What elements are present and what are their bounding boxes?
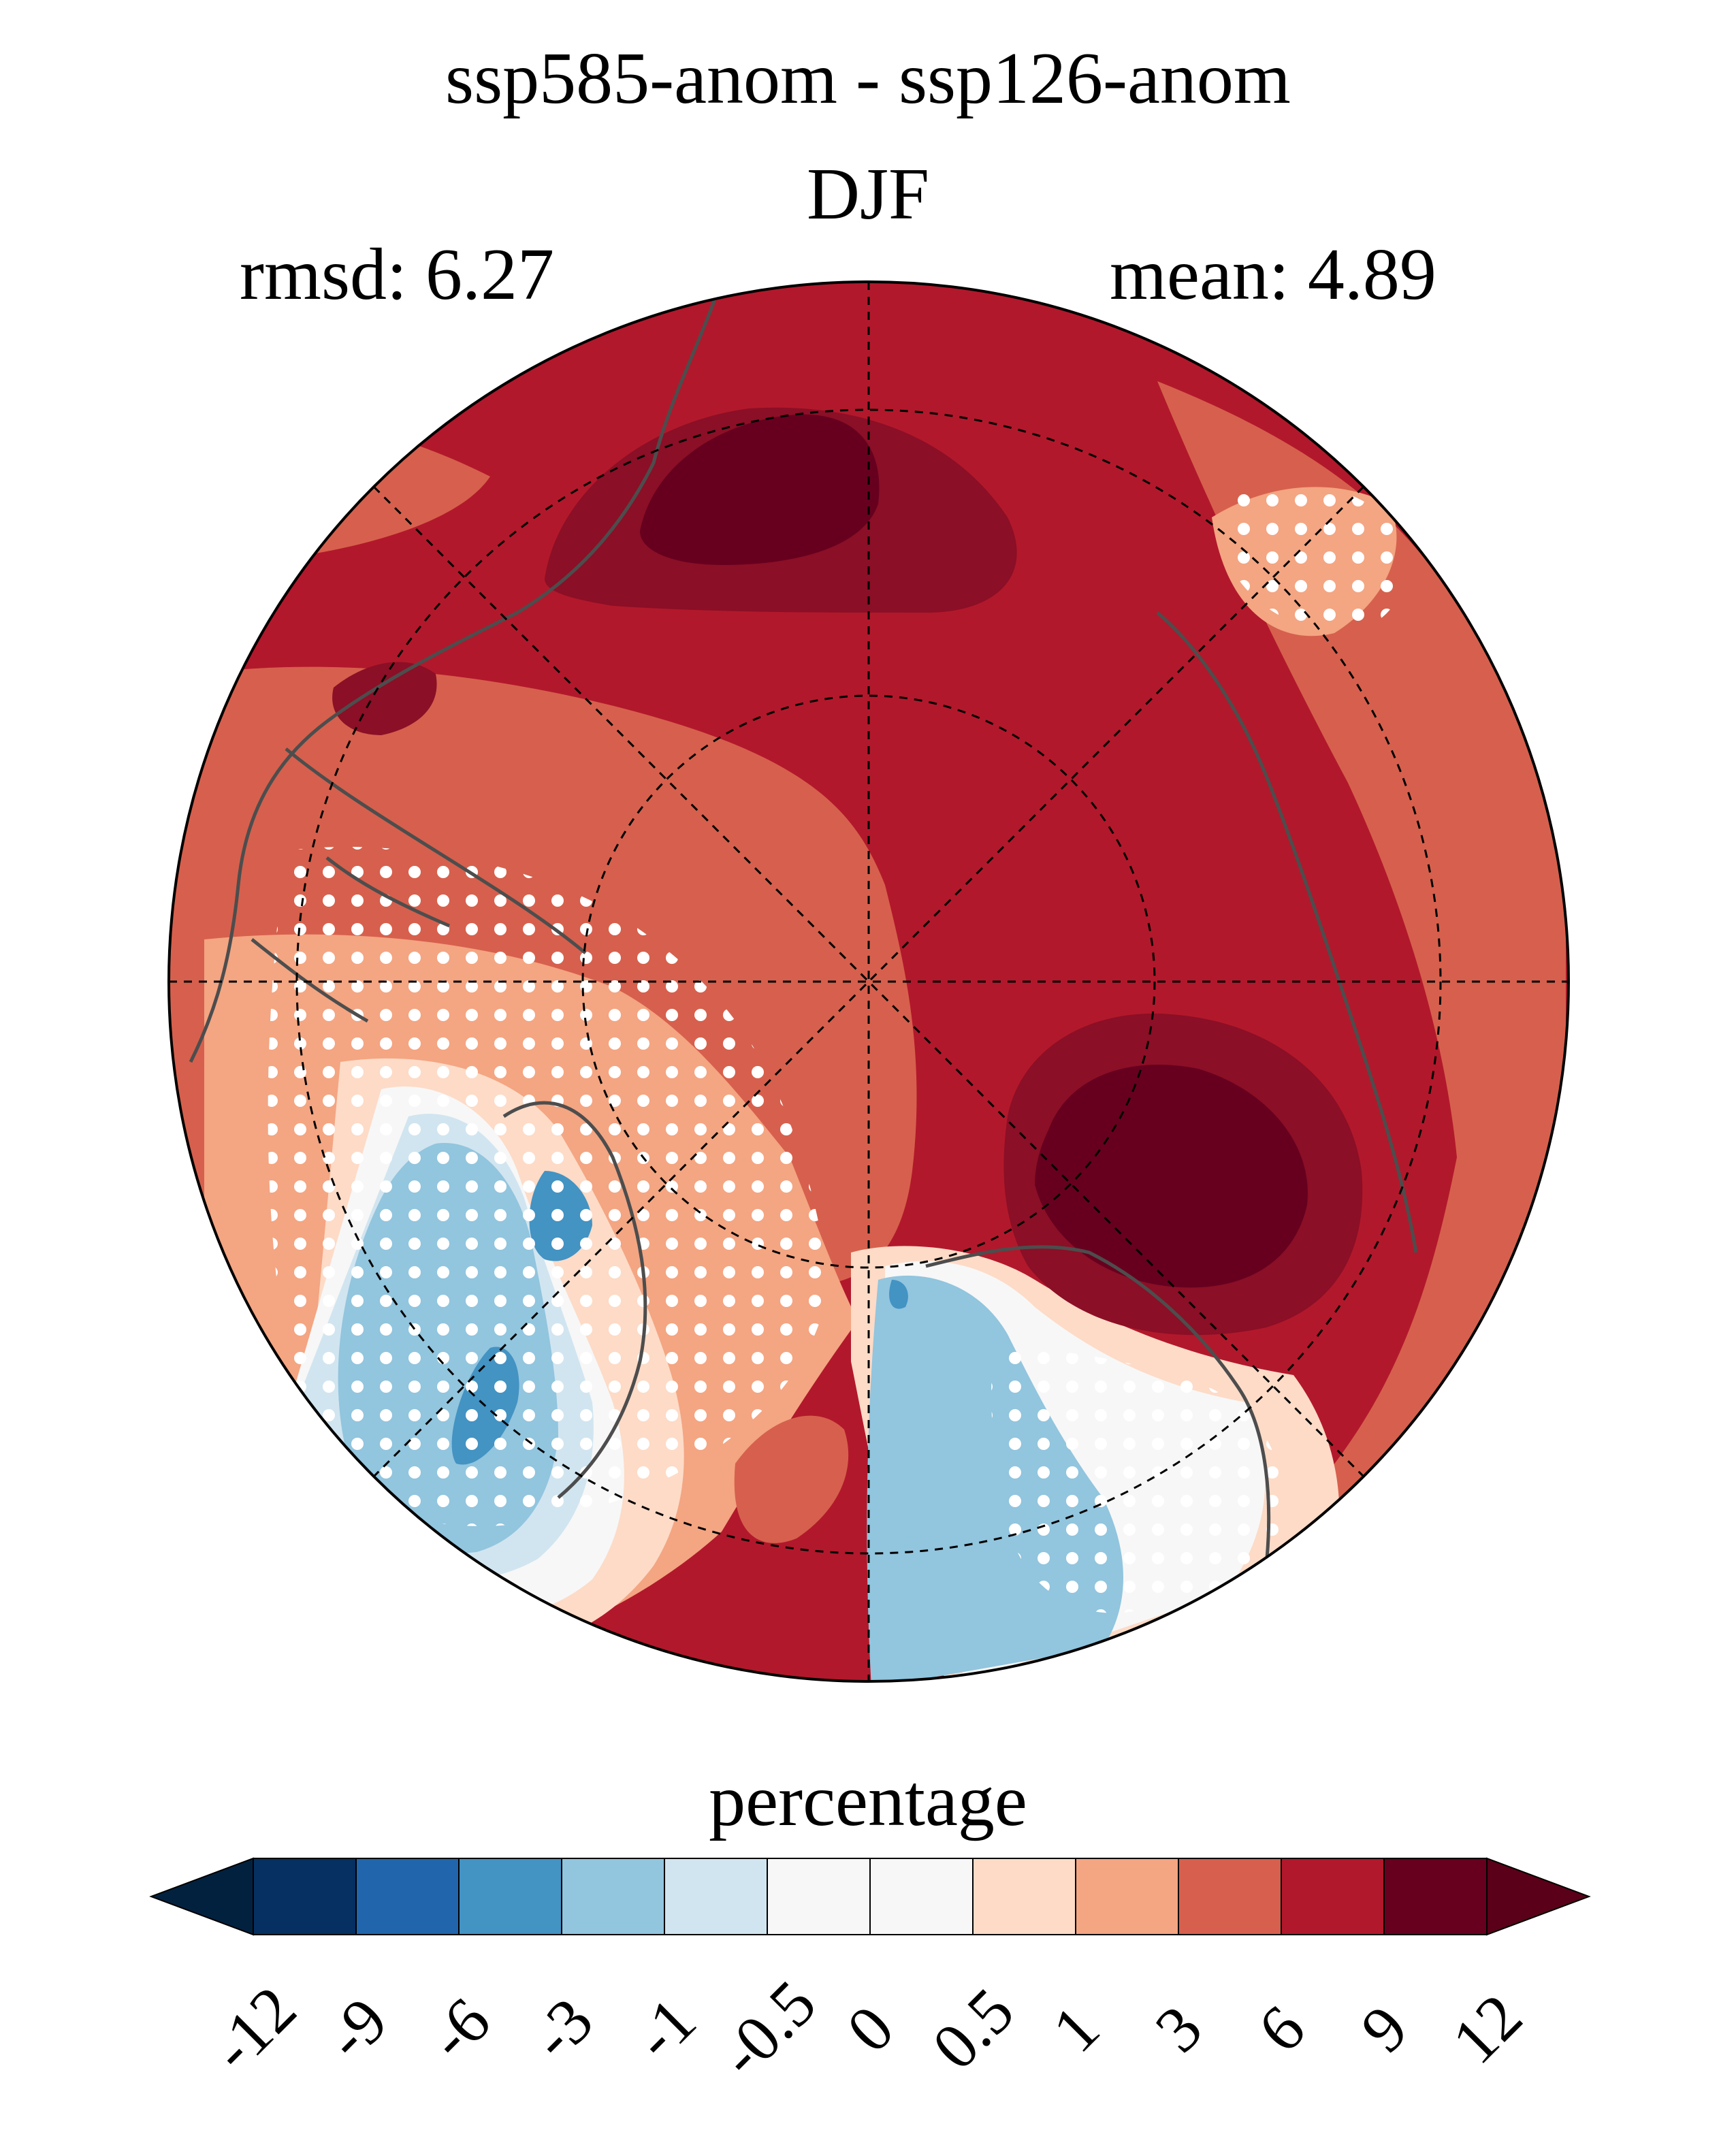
stipple-region-south xyxy=(991,1348,1284,1613)
colorbar xyxy=(149,1857,1591,1936)
colorbar-segment xyxy=(1075,1858,1179,1935)
field-extreme-east xyxy=(1035,1065,1308,1288)
colorbar-segment xyxy=(1383,1858,1488,1935)
map-boundary xyxy=(167,280,1570,1683)
stipple-region-ne xyxy=(1225,479,1405,630)
colorbar-segment xyxy=(767,1858,871,1935)
coastlines xyxy=(189,299,1418,1566)
rmsd-stat: rmsd: 6.27 xyxy=(240,234,555,315)
stippling xyxy=(268,479,1405,1613)
colorbar-segment xyxy=(972,1858,1076,1935)
colorbar-segment xyxy=(664,1858,768,1935)
colorbar-over-arrow xyxy=(1486,1857,1591,1936)
colorbar-segment xyxy=(355,1858,460,1935)
map-title: ssp585-anom - ssp126-anom xyxy=(445,38,1291,119)
mean-stat: mean: 4.89 xyxy=(1110,234,1436,315)
graticule xyxy=(169,282,1569,1681)
field-strong-nw xyxy=(332,662,437,735)
colorbar-segment xyxy=(458,1858,562,1935)
coastline-north-america xyxy=(189,299,717,1063)
colorbar-label: percentage xyxy=(709,1760,1027,1841)
coastline-europe xyxy=(925,1245,1271,1566)
colorbar-segment xyxy=(253,1858,357,1935)
colorbar-segment xyxy=(561,1858,665,1935)
field-extreme-north xyxy=(640,414,880,565)
colorbar-segment xyxy=(869,1858,974,1935)
season-label: DJF xyxy=(806,154,930,235)
field-red-streak xyxy=(734,1415,849,1543)
coastline-siberia xyxy=(1156,611,1418,1253)
coastline-archipelago xyxy=(251,747,587,1023)
stipple-region-west xyxy=(268,847,831,1526)
colorbar-under-arrow xyxy=(149,1857,254,1936)
colorbar-segment xyxy=(1178,1858,1282,1935)
coastline-greenland xyxy=(502,1101,647,1499)
anomaly-field xyxy=(169,282,1569,1681)
colorbar-segment xyxy=(1281,1858,1385,1935)
